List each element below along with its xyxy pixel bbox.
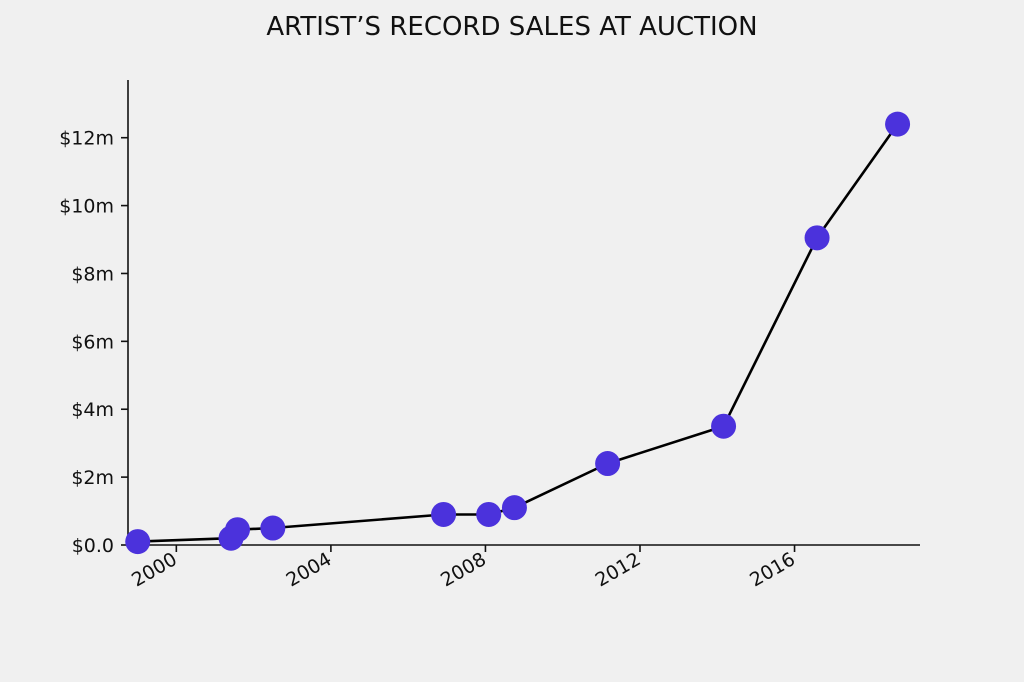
y-tick-label: $6m [71, 331, 114, 353]
x-tick-label: 2000 [128, 548, 181, 591]
y-tick-label: $12m [59, 128, 114, 150]
y-tick-label: $0.0 [72, 535, 114, 557]
y-tick-label: $2m [71, 467, 114, 489]
data-point [476, 501, 502, 527]
data-point [260, 515, 286, 541]
data-point [711, 413, 737, 439]
x-tick-label: 2008 [437, 548, 490, 591]
data-point [885, 111, 911, 137]
series-line [137, 123, 899, 543]
data-point [804, 225, 830, 251]
data-point [125, 529, 151, 555]
x-tick-label: 2016 [746, 548, 799, 591]
data-point [431, 501, 457, 527]
y-tick-label: $10m [59, 196, 114, 218]
data-point [595, 451, 621, 477]
plot-area: $0.0 $2m $4m $6m $8m $10m $12m 2000 2004 2008 2012… [59, 80, 920, 592]
y-tick-label: $8m [71, 263, 114, 285]
y-tick-label: $4m [71, 399, 114, 421]
chart-title: ARTIST’S RECORD SALES AT AUCTION [266, 12, 757, 42]
data-point [501, 495, 527, 521]
data-point [224, 517, 250, 543]
x-tick-label: 2012 [592, 548, 645, 591]
x-tick-label: 2004 [283, 548, 336, 591]
